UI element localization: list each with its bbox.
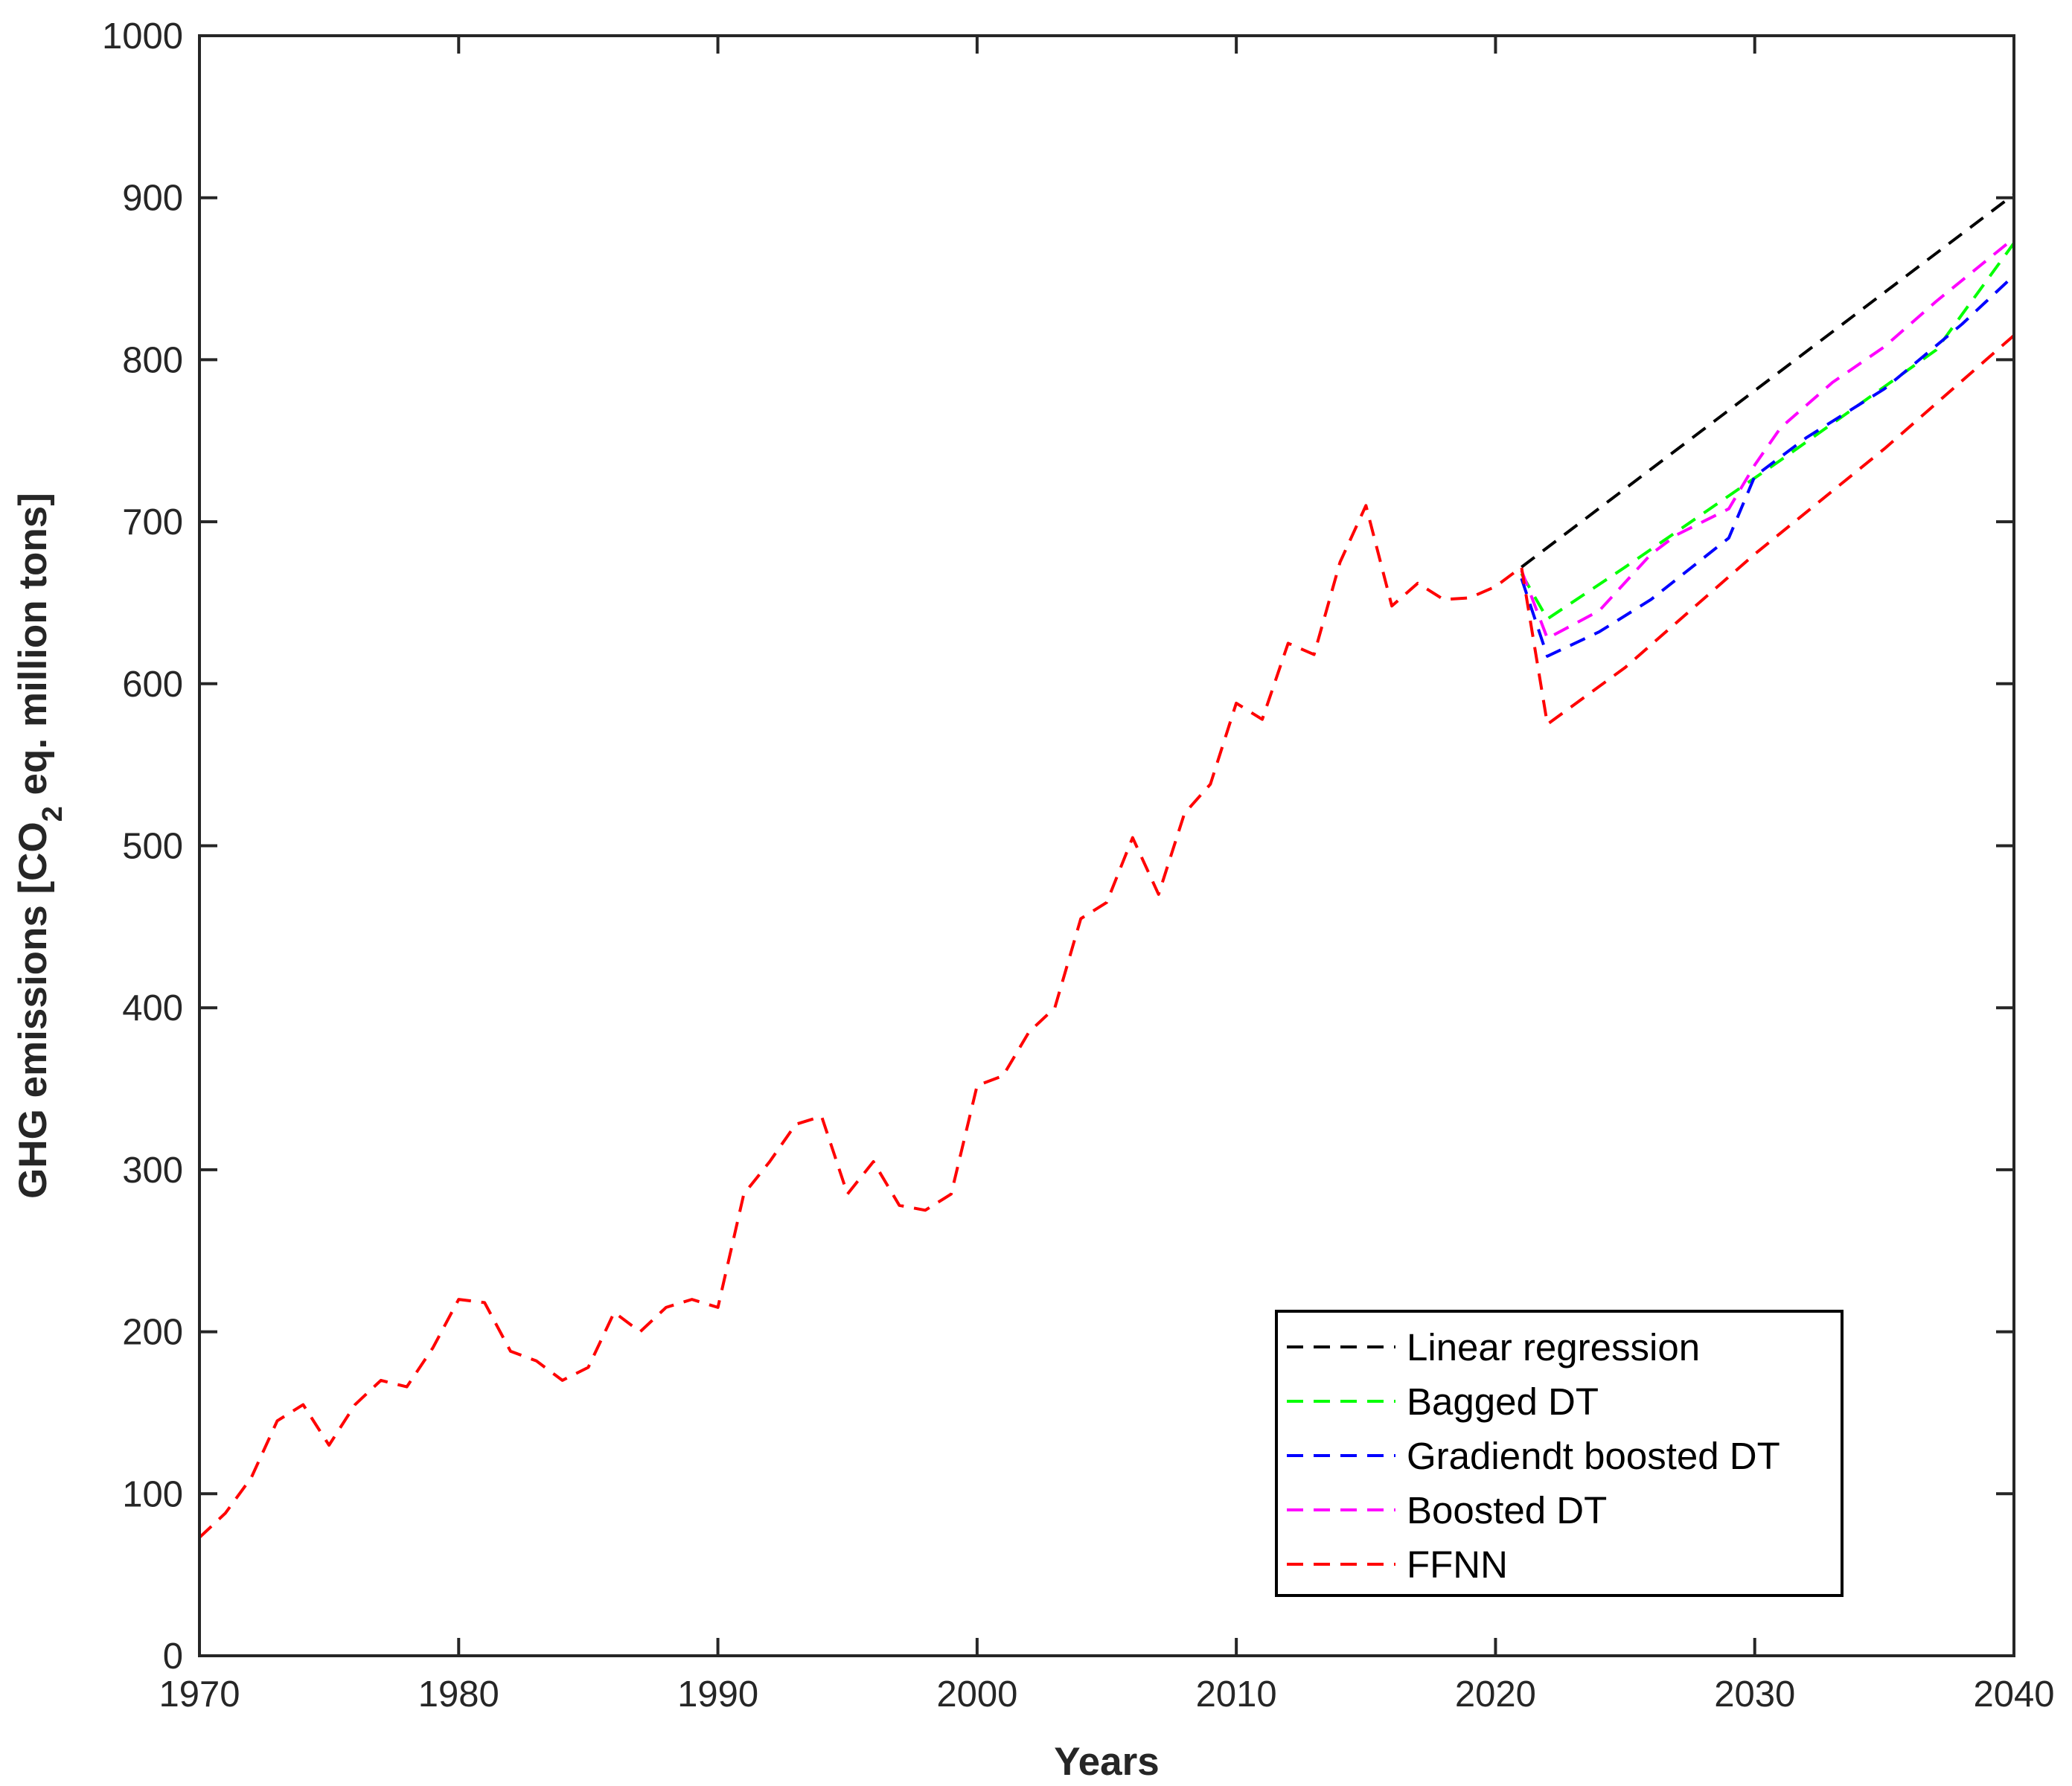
y-tick-label: 900 — [122, 179, 183, 219]
y-tick-label: 200 — [122, 1313, 183, 1353]
legend-label-0: Linear regression — [1407, 1326, 1700, 1369]
legend-label-4: FFNN — [1407, 1543, 1508, 1586]
x-tick-label: 2040 — [1973, 1674, 2054, 1715]
y-axis-title: GHG emissions [CO2 eq. million tons] — [11, 493, 68, 1199]
y-tick-label: 400 — [122, 988, 183, 1028]
y-axis-title-part-2: eq. million tons] — [11, 493, 55, 806]
series-line-4 — [198, 334, 2015, 1539]
y-tick-label: 800 — [122, 340, 183, 380]
x-tick-label: 2010 — [1196, 1674, 1277, 1715]
x-tick-label: 2030 — [1714, 1674, 1795, 1715]
y-axis-title-subscript: 2 — [37, 806, 68, 822]
y-tick-label: 500 — [122, 827, 183, 867]
y-axis: 0 100 200 300 400 500 600 700 800 900 1000 — [102, 16, 2014, 1677]
x-tick-label: 2000 — [936, 1674, 1017, 1715]
legend: Linear regression Bagged DT Gradiendt boos… — [1275, 1310, 1844, 1597]
x-tick-label: 1970 — [159, 1674, 240, 1715]
series-line-1 — [1520, 242, 2015, 621]
x-tick-label: 2020 — [1455, 1674, 1536, 1715]
x-axis-title: Years — [1054, 1740, 1159, 1784]
y-tick-label: 300 — [122, 1150, 183, 1191]
series-layer — [198, 193, 2015, 1539]
x-tick-label: 1980 — [418, 1674, 499, 1715]
legend-label-3: Boosted DT — [1407, 1489, 1607, 1531]
y-tick-label: 100 — [122, 1474, 183, 1514]
legend-label-1: Bagged DT — [1407, 1380, 1599, 1423]
legend-box — [1275, 1310, 1844, 1597]
x-axis: 1970 1980 1990 2000 2010 2020 2030 2040 — [159, 36, 2055, 1715]
y-tick-label: 0 — [163, 1636, 183, 1677]
series-line-2 — [1520, 274, 2015, 658]
y-tick-label: 700 — [122, 502, 183, 542]
series-line-0 — [1521, 193, 2015, 569]
series-line-3 — [1520, 237, 2015, 640]
y-tick-label: 600 — [122, 665, 183, 705]
legend-label-2: Gradiendt boosted DT — [1407, 1435, 1780, 1477]
y-axis-title-part-1: GHG emissions [CO — [11, 822, 55, 1199]
y-tick-label: 1000 — [102, 16, 183, 57]
x-tick-label: 1990 — [677, 1674, 758, 1715]
